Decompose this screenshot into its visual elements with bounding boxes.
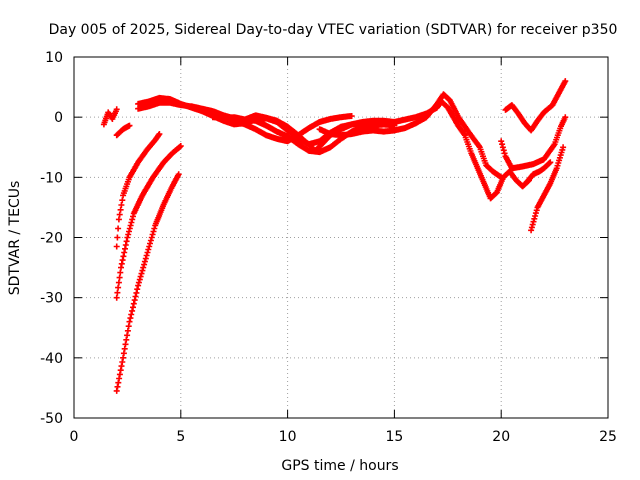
data-points <box>316 91 505 181</box>
y-tick-label: 10 <box>45 50 63 66</box>
data-points <box>100 106 120 128</box>
x-tick-label: 5 <box>176 429 185 445</box>
grid <box>74 57 608 418</box>
x-tick-label: 0 <box>70 429 79 445</box>
y-tick-label: -10 <box>40 170 63 186</box>
series-arc-15 <box>528 144 567 234</box>
x-tick-label: 20 <box>492 429 510 445</box>
data-points <box>113 143 184 301</box>
data-points <box>113 131 163 250</box>
y-tick-label: -50 <box>40 411 63 427</box>
series-arc-7 <box>135 99 398 156</box>
y-tick-label: -40 <box>40 351 63 367</box>
series-arc-2 <box>113 122 133 139</box>
data-points <box>523 159 554 186</box>
y-tick-label: 0 <box>54 110 63 126</box>
x-tick-label: 25 <box>599 429 617 445</box>
data-points <box>391 98 532 202</box>
x-tick-label: 15 <box>385 429 403 445</box>
series-arc-11 <box>391 98 532 202</box>
series-arc-10 <box>316 91 505 181</box>
series-arc-3 <box>113 131 163 250</box>
series-arc-4 <box>113 143 184 301</box>
data-points <box>135 99 398 156</box>
series-arc-1 <box>100 106 120 128</box>
data-points <box>498 114 569 172</box>
data-points <box>113 122 133 139</box>
series-arc-14 <box>523 159 554 186</box>
series-arc-12 <box>498 114 569 172</box>
axis-ticks: 0 5 10 15 20 25 -50 -40 -30 -20 -10 0 10 <box>40 50 617 445</box>
x-axis-label: GPS time / hours <box>281 458 398 474</box>
data-points <box>113 171 182 394</box>
data-points <box>528 144 567 234</box>
series-arc-5 <box>113 171 182 394</box>
y-axis-label: SDTVAR / TECUs <box>7 181 23 296</box>
x-tick-label: 10 <box>279 429 297 445</box>
y-tick-label: -30 <box>40 291 63 307</box>
data-points <box>502 78 569 134</box>
chart-title: Day 005 of 2025, Sidereal Day-to-day VTE… <box>49 22 618 38</box>
data-series <box>100 78 569 394</box>
series-arc-13 <box>502 78 569 134</box>
y-tick-label: -20 <box>40 231 63 247</box>
